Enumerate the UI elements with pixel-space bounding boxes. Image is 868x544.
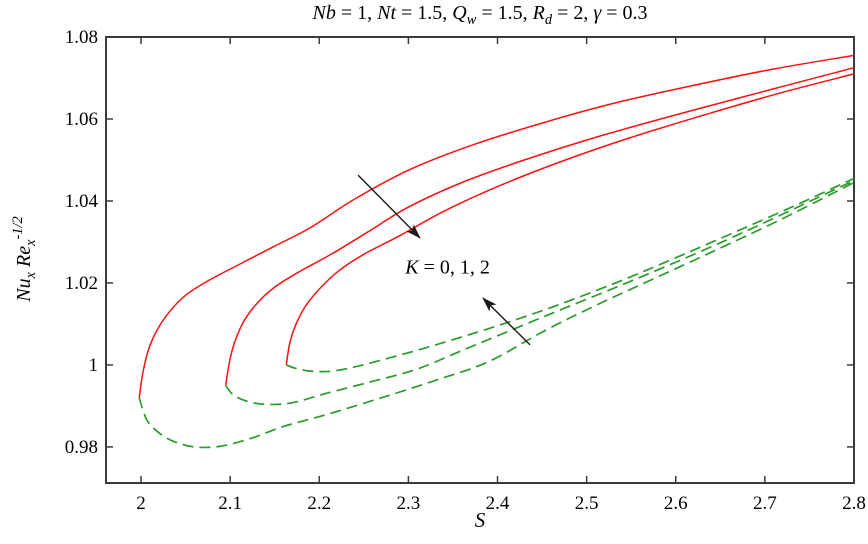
text-segment: Q bbox=[452, 2, 467, 24]
text-segment: = 0, 1, 2 bbox=[418, 256, 490, 279]
text-segment: = 2, bbox=[552, 2, 594, 24]
text-segment bbox=[13, 267, 35, 272]
x-tick-label: 2.5 bbox=[575, 493, 599, 514]
x-tick-label: 2.1 bbox=[218, 493, 242, 514]
curve-k2-upper-branch bbox=[285, 73, 855, 366]
text-segment: R bbox=[532, 2, 545, 24]
y-tick-label: 1 bbox=[89, 355, 99, 376]
text-segment: = 1.5, bbox=[476, 2, 533, 24]
text-segment: w bbox=[466, 12, 477, 28]
text-segment: x bbox=[22, 239, 39, 246]
text-segment: Nu bbox=[12, 278, 35, 302]
text-segment: Nt bbox=[377, 2, 397, 24]
y-tick-label: 1.06 bbox=[65, 109, 98, 130]
y-tick-label: 1.04 bbox=[65, 191, 99, 212]
curve-k0-upper-branch bbox=[138, 54, 855, 398]
x-tick-label: 2.4 bbox=[486, 493, 510, 514]
text-segment: -1/2 bbox=[10, 216, 27, 240]
text-segment: x bbox=[22, 271, 39, 279]
text-segment: = 1.5, bbox=[396, 2, 453, 24]
arrow-through-lower-branches bbox=[482, 297, 531, 346]
x-tick-label: 2.3 bbox=[397, 493, 421, 514]
plot-frame bbox=[105, 36, 855, 484]
curve-k1-upper-branch bbox=[224, 66, 855, 386]
x-tick-label: 2 bbox=[136, 493, 146, 514]
x-tick-label: 2.8 bbox=[842, 493, 866, 514]
text-segment: γ bbox=[593, 2, 602, 24]
y-axis-label: Nux Rex-1/2 bbox=[10, 216, 40, 301]
arrow-through-upper-branches bbox=[357, 174, 421, 239]
curve-k2-lower-branch bbox=[285, 177, 855, 373]
y-tick-label: 1.02 bbox=[65, 273, 98, 294]
y-tick-label: 1.08 bbox=[65, 27, 98, 48]
curve-k0-lower-branch bbox=[138, 181, 855, 449]
x-tick-label: 2.6 bbox=[664, 493, 688, 514]
chart-title: Nb = 1, Nt = 1.5, Qw = 1.5, Rd = 2, γ = … bbox=[106, 2, 854, 29]
annotation-k-values: K = 0, 1, 2 bbox=[405, 256, 490, 279]
curve-k1-lower-branch bbox=[225, 179, 855, 406]
text-segment: K bbox=[405, 256, 419, 279]
text-segment: = 1, bbox=[335, 2, 378, 24]
text-segment: Nb bbox=[312, 2, 336, 24]
text-segment: = 0.3 bbox=[601, 2, 648, 24]
x-tick-label: 2.7 bbox=[753, 493, 777, 514]
y-tick-label: 0.98 bbox=[65, 437, 98, 458]
text-segment: Re bbox=[12, 245, 35, 267]
text-segment: d bbox=[544, 12, 553, 28]
x-axis-label: S bbox=[474, 508, 486, 532]
x-tick-label: 2.2 bbox=[307, 493, 331, 514]
